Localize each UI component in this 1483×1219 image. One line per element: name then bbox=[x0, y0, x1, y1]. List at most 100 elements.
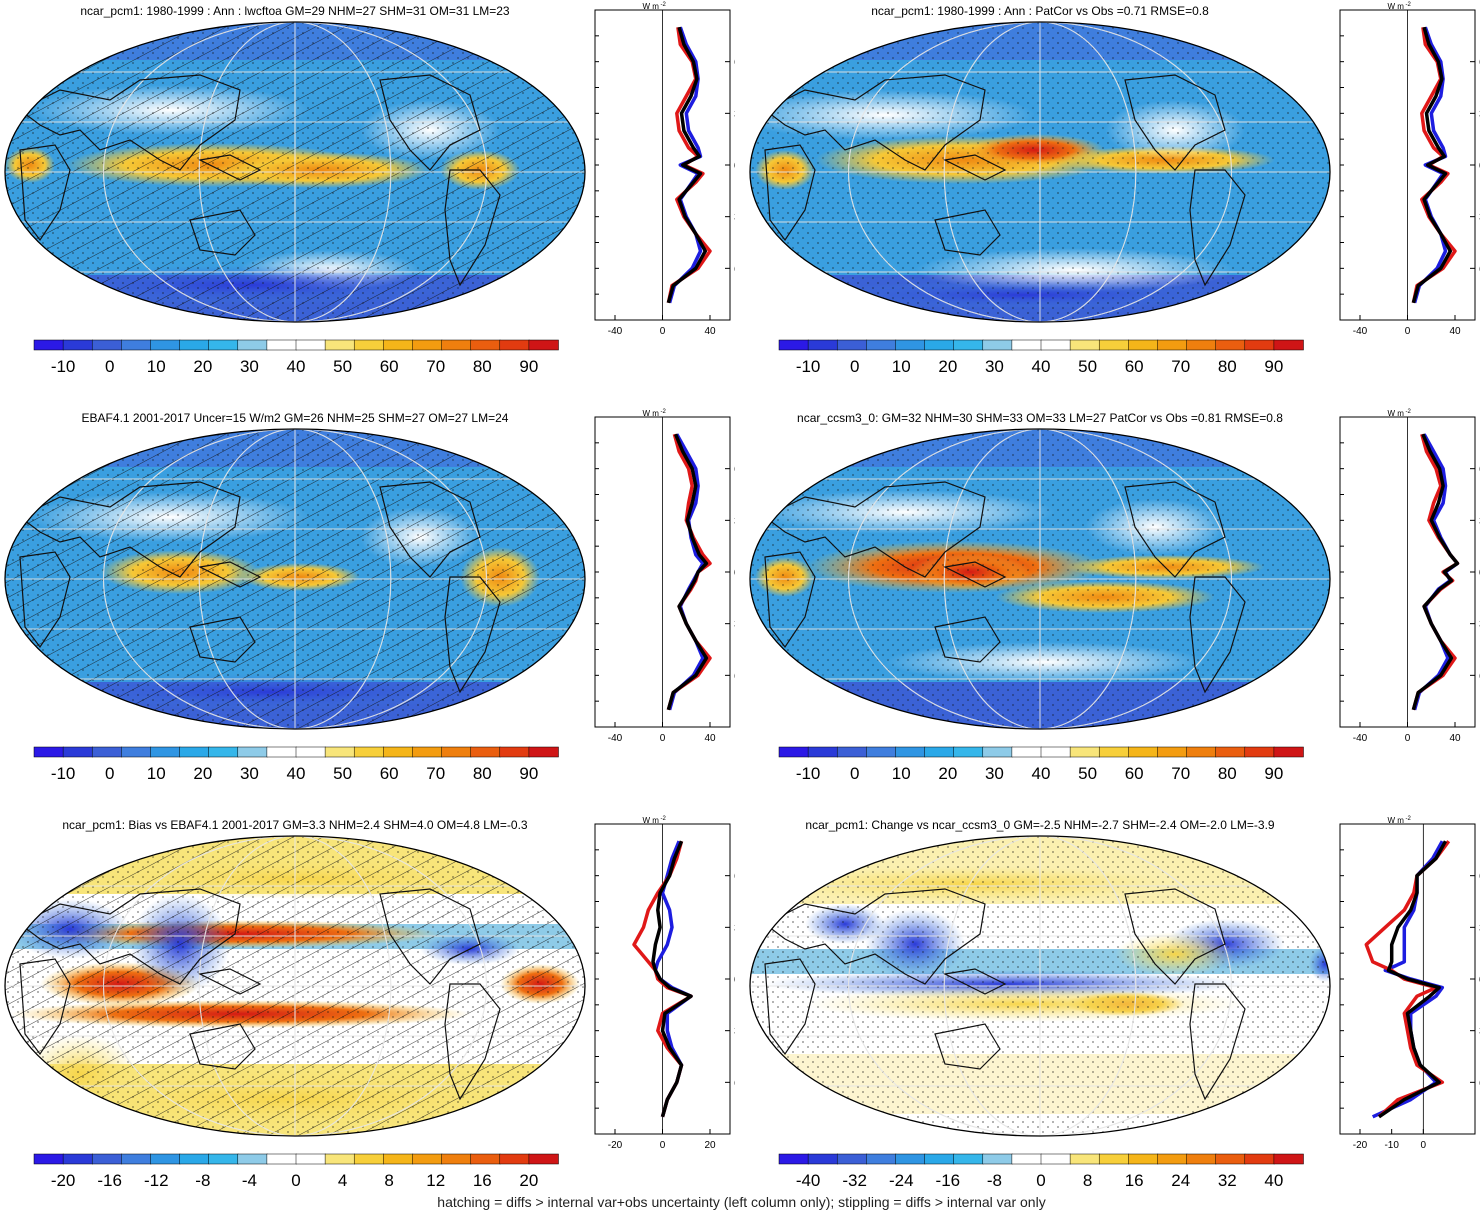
colorbar-swatch bbox=[267, 340, 297, 350]
profile-black-line bbox=[653, 841, 691, 1117]
colorbar-swatch bbox=[1216, 1154, 1246, 1164]
colorbar-swatch bbox=[34, 340, 64, 350]
colorbar-label: 0 bbox=[850, 357, 859, 376]
colorbar-swatch bbox=[180, 1154, 210, 1164]
lat-tick-label: 0 bbox=[1479, 974, 1480, 986]
colorbar-label: 50 bbox=[1078, 357, 1097, 376]
profile-units: W m bbox=[643, 2, 660, 11]
colorbar-swatch bbox=[1245, 1154, 1275, 1164]
lat-tick-label: 30N bbox=[734, 515, 735, 527]
lat-tick-label: 30S bbox=[1479, 1026, 1480, 1038]
colorbar-swatch bbox=[296, 1154, 326, 1164]
lat-tick-label: 60N bbox=[1479, 464, 1480, 476]
colorbar-swatch bbox=[34, 1154, 64, 1164]
x-tick-label: -40 bbox=[1353, 326, 1368, 337]
profile-units: W m bbox=[643, 409, 660, 418]
x-tick-label: -40 bbox=[608, 733, 623, 744]
colorbar-swatch bbox=[779, 747, 809, 757]
x-tick-label: 0 bbox=[660, 733, 666, 744]
colorbar-label: -40 bbox=[796, 1171, 821, 1190]
colorbar-swatch bbox=[238, 747, 268, 757]
colorbar-label: 40 bbox=[1264, 1171, 1283, 1190]
colorbar-label: 90 bbox=[519, 764, 538, 783]
colorbar-swatch bbox=[121, 1154, 151, 1164]
lat-tick-label: 30N bbox=[1479, 108, 1480, 120]
colorbar-swatch bbox=[1012, 1154, 1042, 1164]
lat-tick-label: 30N bbox=[734, 108, 735, 120]
colorbar-label: 40 bbox=[1032, 357, 1051, 376]
colorbar-label: 30 bbox=[985, 357, 1004, 376]
colorbar-label: 0 bbox=[291, 1171, 300, 1190]
profile-units-exp: -2 bbox=[1406, 409, 1412, 415]
colorbar-swatch bbox=[1128, 747, 1158, 757]
map-title: ncar_pcm1: Bias vs EBAF4.1 2001-2017 GM=… bbox=[0, 818, 590, 832]
colorbar-swatch bbox=[412, 340, 442, 350]
panel-p2: ncar_pcm1: 1980-1999 : Ann : PatCor vs O… bbox=[745, 0, 1483, 405]
colorbar-label: 20 bbox=[938, 764, 957, 783]
colorbar-label: -32 bbox=[842, 1171, 867, 1190]
panel-p1: ncar_pcm1: 1980-1999 : Ann : lwcftoa GM=… bbox=[0, 0, 740, 405]
colorbar-swatch bbox=[1157, 1154, 1187, 1164]
colorbar-swatch bbox=[1274, 1154, 1304, 1164]
lat-tick-label: 0 bbox=[734, 567, 735, 579]
x-tick-label: -20 bbox=[608, 1140, 623, 1151]
lat-tick-label: 60N bbox=[734, 464, 735, 476]
lat-tick-label: 30S bbox=[734, 1026, 735, 1038]
map-p3 bbox=[0, 427, 590, 737]
lat-tick-label: 60S bbox=[734, 263, 735, 275]
colorbar-swatch bbox=[34, 747, 64, 757]
colorbar-swatch bbox=[837, 340, 867, 350]
colorbar-swatch bbox=[1187, 1154, 1217, 1164]
colorbar-label: -10 bbox=[796, 764, 821, 783]
profile-units-exp: -2 bbox=[661, 816, 667, 822]
colorbar-label: -24 bbox=[889, 1171, 914, 1190]
x-tick-label: -20 bbox=[1353, 1140, 1368, 1151]
colorbar-swatch bbox=[954, 340, 984, 350]
colorbar-swatch bbox=[209, 747, 239, 757]
colorbar-swatch bbox=[983, 747, 1013, 757]
colorbar-label: 70 bbox=[426, 357, 445, 376]
colorbar-label: 0 bbox=[1036, 1171, 1045, 1190]
colorbar-label: 60 bbox=[1125, 764, 1144, 783]
colorbar-swatch bbox=[92, 747, 122, 757]
colorbar-label: 0 bbox=[105, 764, 114, 783]
colorbar-swatch bbox=[895, 747, 925, 757]
colorbar-label: -16 bbox=[936, 1171, 961, 1190]
map-title: EBAF4.1 2001-2017 Uncer=15 W/m2 GM=26 NH… bbox=[0, 411, 590, 425]
map-p6 bbox=[745, 834, 1335, 1144]
colorbar-swatch bbox=[1099, 1154, 1129, 1164]
colorbar-label: 4 bbox=[338, 1171, 347, 1190]
lat-tick-label: 60N bbox=[1479, 871, 1480, 883]
x-tick-label: 40 bbox=[1449, 326, 1461, 337]
colorbar-swatch bbox=[150, 747, 180, 757]
lat-tick-label: 30N bbox=[734, 922, 735, 934]
panel-p5: ncar_pcm1: Bias vs EBAF4.1 2001-2017 GM=… bbox=[0, 814, 740, 1219]
x-tick-label: -40 bbox=[1353, 733, 1368, 744]
colorbar-label: 30 bbox=[985, 764, 1004, 783]
map-title: ncar_pcm1: 1980-1999 : Ann : lwcftoa GM=… bbox=[0, 4, 590, 18]
colorbar-swatch bbox=[866, 747, 896, 757]
colorbar-swatch bbox=[209, 340, 239, 350]
map-title: ncar_pcm1: Change vs ncar_ccsm3_0 GM=-2.… bbox=[745, 818, 1335, 832]
colorbar-swatch bbox=[442, 1154, 472, 1164]
colorbar-swatch bbox=[383, 1154, 413, 1164]
x-tick-label: 0 bbox=[1405, 733, 1411, 744]
colorbar-label: 8 bbox=[1083, 1171, 1092, 1190]
colorbar-swatch bbox=[1245, 747, 1275, 757]
colorbar-label: -16 bbox=[97, 1171, 122, 1190]
colorbar-label: 10 bbox=[892, 357, 911, 376]
lat-tick-label: 60N bbox=[1479, 57, 1480, 69]
colorbar-swatch bbox=[209, 1154, 239, 1164]
lat-tick-label: 60N bbox=[734, 871, 735, 883]
colorbar-swatch bbox=[471, 747, 501, 757]
colorbar-label: 30 bbox=[240, 357, 259, 376]
colorbar-swatch bbox=[808, 747, 838, 757]
lat-tick-label: 60S bbox=[1479, 670, 1480, 682]
profile-p6: W m-260N30N030S60S-20-100 bbox=[1330, 814, 1480, 1169]
colorbar-swatch bbox=[1070, 1154, 1100, 1164]
colorbar-label: -8 bbox=[195, 1171, 210, 1190]
